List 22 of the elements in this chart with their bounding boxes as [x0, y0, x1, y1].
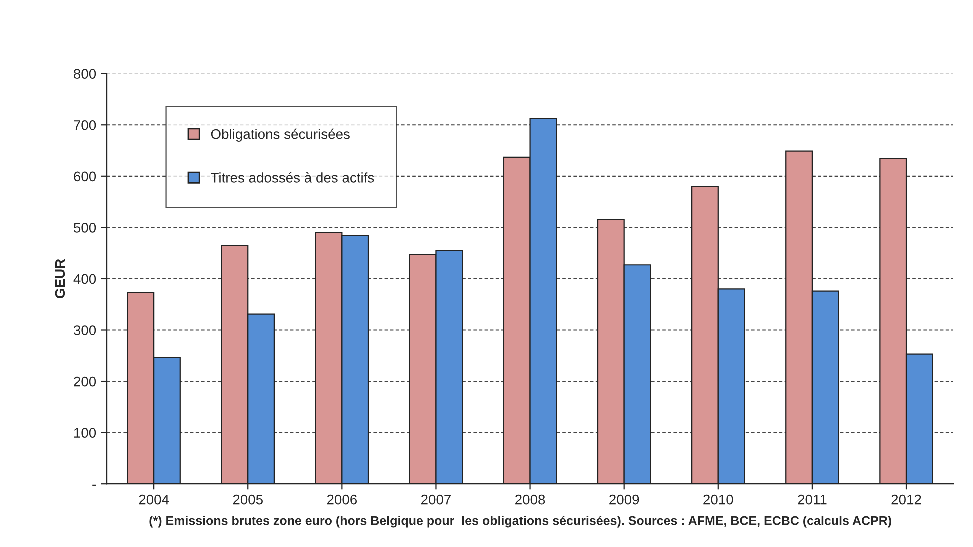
- text: (*) Emissions brutes zone euro (hors Belgique pour les obligations sécurisées). Sources : AFME, BCE, ECBC (calculs ACPR): [150, 516, 892, 528]
- legend-label: Obligations sécurisées: [211, 128, 350, 142]
- y-tick-label: 200: [74, 376, 96, 387]
- x-tick-label: 2008: [516, 494, 546, 505]
- x-tick-label: 2006: [327, 494, 358, 505]
- x-tick-label: 2012: [892, 494, 922, 505]
- legend-label: Titres adossés à des actifs: [211, 172, 374, 183]
- x-tick-label: 2010: [704, 494, 734, 505]
- x-tick-label: 2011: [798, 494, 827, 505]
- y-axis-title: GEUR: [55, 259, 66, 298]
- y-tick-label: 300: [74, 326, 96, 336]
- x-tick-label: 2007: [421, 494, 451, 505]
- x-tick-label: 2004: [139, 494, 170, 505]
- y-tick-label: 700: [74, 120, 96, 130]
- y-tick-label: 800: [74, 69, 96, 80]
- y-tick-label: -: [92, 484, 96, 486]
- x-tick-label: 2005: [233, 494, 263, 505]
- y-tick-label: 500: [74, 223, 96, 233]
- y-tick-label: 400: [74, 274, 96, 284]
- x-tick-label: 2009: [610, 494, 640, 505]
- y-tick-label: 100: [74, 428, 96, 438]
- y-tick-label: 600: [74, 172, 96, 182]
